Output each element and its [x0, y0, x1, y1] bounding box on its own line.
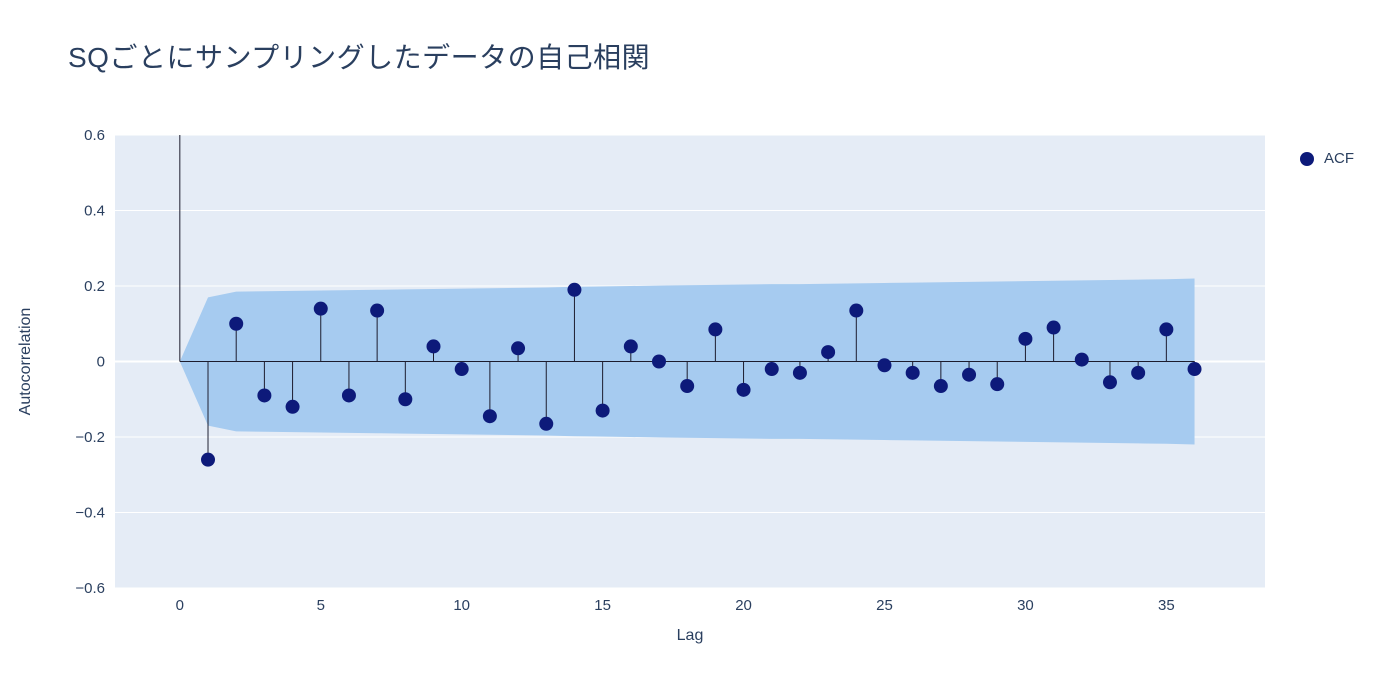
acf-point: [370, 303, 385, 318]
acf-point: [708, 322, 723, 337]
acf-point: [511, 341, 526, 356]
acf-point: [482, 409, 497, 424]
acf-point: [1187, 362, 1202, 377]
acf-point: [285, 399, 300, 414]
y-tick-label: −0.2: [75, 429, 105, 446]
acf-point: [1074, 352, 1089, 367]
legend-label: ACF: [1324, 150, 1354, 167]
y-tick-label: 0.6: [84, 127, 105, 144]
x-tick-label: 5: [317, 597, 325, 614]
acf-point: [539, 416, 554, 431]
acf-point: [623, 339, 638, 354]
acf-point: [1046, 320, 1061, 335]
x-tick-label: 25: [876, 597, 893, 614]
acf-point: [1131, 365, 1146, 380]
legend-marker-icon: [1300, 151, 1314, 166]
acf-point: [313, 301, 328, 316]
acf-point: [595, 403, 610, 418]
acf-point: [990, 377, 1005, 392]
y-tick-label: 0: [97, 354, 105, 371]
acf-point: [905, 365, 920, 380]
x-tick-label: 20: [735, 597, 752, 614]
acf-point: [229, 316, 244, 331]
x-tick-label: 35: [1158, 597, 1175, 614]
acf-point: [651, 354, 666, 369]
acf-point: [1159, 322, 1174, 337]
acf-point: [341, 388, 356, 403]
acf-point: [933, 379, 948, 394]
acf-point: [680, 379, 695, 394]
acf-point: [1102, 375, 1117, 390]
acf-point: [736, 382, 751, 397]
acf-point: [821, 345, 836, 360]
plot-content: [179, 135, 1202, 467]
acf-point: [877, 358, 892, 373]
acf-point: [792, 365, 807, 380]
acf-point: [849, 303, 864, 318]
y-tick-label: −0.4: [75, 505, 105, 522]
acf-point: [426, 339, 441, 354]
x-axis-title: Lag: [677, 627, 704, 644]
acf-point: [567, 282, 582, 297]
acf-point: [1018, 331, 1033, 346]
acf-point: [201, 452, 216, 467]
x-tick-label: 0: [176, 597, 184, 614]
x-tick-label: 30: [1017, 597, 1034, 614]
acf-point: [454, 362, 469, 377]
acf-point: [962, 367, 977, 382]
legend-item-acf[interactable]: ACF: [1300, 150, 1354, 167]
acf-point: [398, 392, 413, 407]
y-tick-label: 0.2: [84, 278, 105, 295]
acf-point: [764, 362, 779, 377]
chart-title: SQごとにサンプリングしたデータの自己相関: [68, 42, 651, 73]
y-tick-label: −0.6: [75, 580, 105, 597]
acf-point: [257, 388, 272, 403]
y-tick-label: 0.4: [84, 203, 105, 220]
x-tick-label: 10: [453, 597, 470, 614]
x-tick-label: 15: [594, 597, 611, 614]
y-axis-title: Autocorrelation: [17, 308, 34, 416]
